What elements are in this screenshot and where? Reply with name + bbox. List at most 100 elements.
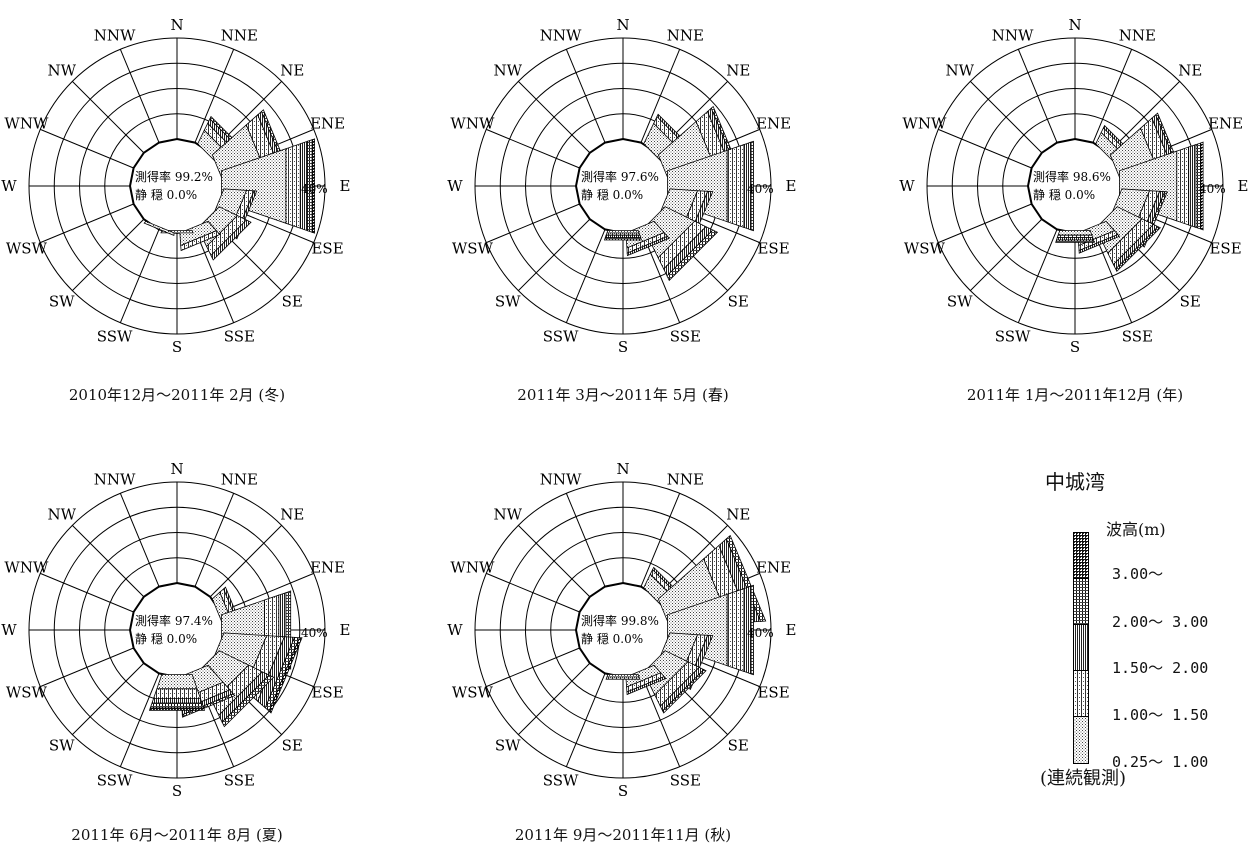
direction-label-wsw: WSW [6, 239, 48, 257]
direction-label-ssw: SSW [97, 772, 133, 790]
caption-summer: 2011年 6月～2011年 8月 (夏) [71, 826, 283, 844]
wedge-s-class-3 [149, 702, 205, 709]
spoke-sw [71, 218, 145, 292]
calm-rate: 静 穏 0.0% [581, 632, 643, 646]
spoke-nw [517, 524, 591, 598]
legend-swatch-3-00-plus [1073, 532, 1089, 579]
direction-label-e: E [786, 621, 797, 639]
wedge-s-class-0 [156, 674, 198, 690]
direction-label-ese: ESE [311, 239, 343, 257]
direction-label-ssw: SSW [97, 328, 133, 346]
direction-label-wsw: WSW [6, 683, 48, 701]
calm-rate: 静 穏 0.0% [135, 632, 197, 646]
calm-rate: 静 穏 0.0% [135, 188, 197, 202]
direction-label-s: S [172, 338, 182, 356]
spoke-ene [220, 572, 314, 613]
direction-label-s: S [618, 338, 628, 356]
wedge-s-class-0 [1057, 230, 1093, 236]
direction-label-n: N [616, 16, 629, 34]
wedge-s-class-3 [1055, 239, 1095, 243]
direction-label-w: W [447, 621, 463, 639]
wedge-e-class-3 [750, 140, 754, 232]
direction-label-nnw: NNW [94, 26, 136, 44]
direction-label-sw: SW [49, 292, 75, 310]
legend-label-2-00-3-00: 2.00～ 3.00 [1112, 613, 1209, 631]
wedge-s-class-4 [148, 707, 206, 711]
direction-label-s: S [172, 782, 182, 800]
wedge-e-class-1 [285, 143, 301, 229]
wedge-s-class-2 [151, 698, 203, 704]
measurement-rate: 測得率 97.4% [135, 613, 213, 628]
wave-height-legend: 中城湾 波高(m) 3.00～ 2.00～ 3.00 1.50～ 2.00 1.… [1040, 460, 1250, 790]
direction-label-n: N [170, 460, 183, 478]
spoke-wsw [40, 647, 134, 688]
direction-label-ne: NE [1178, 62, 1202, 80]
direction-label-nnw: NNW [992, 26, 1034, 44]
direction-label-nne: NNE [221, 470, 258, 488]
measurement-rate: 測得率 99.2% [135, 169, 213, 184]
direction-label-n: N [170, 16, 183, 34]
spoke-nnw [1017, 49, 1058, 143]
caption-winter: 2010年12月～2011年 2月 (冬) [68, 386, 286, 404]
caption-autumn: 2011年 9月～2011年11月 (秋) [514, 826, 732, 844]
direction-label-sse: SSE [224, 772, 255, 790]
spoke-nnw [565, 49, 606, 143]
wind-rose-panel: N NNE NE ENE E ESE SE SSE S SSW SW WSW W WNW NW NNW 40% 測… [1, 460, 350, 800]
spoke-ne [209, 524, 283, 598]
direction-label-ssw: SSW [995, 328, 1031, 346]
direction-label-e: E [340, 621, 351, 639]
legend-note: (連続観測) [1040, 768, 1127, 789]
measurement-rate: 測得率 97.6% [581, 169, 659, 184]
direction-label-ese: ESE [1209, 239, 1241, 257]
calm-rate: 静 穏 0.0% [1033, 188, 1095, 202]
spoke-sse [194, 229, 235, 323]
spoke-nne [640, 49, 681, 143]
spoke-wnw [938, 128, 1032, 169]
direction-label-sse: SSE [670, 328, 701, 346]
wedge-e-class-1 [726, 588, 745, 672]
wind-rose-panel: N NNE NE ENE E ESE SE SSE S SSW SW WSW W WNW NW NNW 40% 測… [1, 16, 350, 356]
wedge-s-class-3 [603, 237, 643, 241]
wedge-e-class-1 [726, 144, 745, 228]
direction-label-ene: ENE [310, 559, 345, 577]
wind-rose-panel: N NNE NE ENE E ESE SE SSE S SSW SW WSW W WNW NW NNW 40% 測… [447, 460, 796, 800]
direction-label-ne: NE [726, 506, 750, 524]
spoke-nw [71, 524, 145, 598]
direction-label-nnw: NNW [540, 470, 582, 488]
measurement-rate: 測得率 98.6% [1033, 169, 1111, 184]
legend-label-1-50-2-00: 1.50～ 2.00 [1112, 659, 1209, 677]
direction-label-wnw: WNW [450, 115, 495, 133]
direction-label-se: SE [282, 736, 303, 754]
spoke-wnw [486, 572, 580, 613]
direction-label-wsw: WSW [904, 239, 946, 257]
spoke-wsw [486, 647, 580, 688]
direction-label-ssw: SSW [543, 772, 579, 790]
direction-label-se: SE [728, 736, 749, 754]
spoke-wsw [486, 203, 580, 244]
wedge-se-class-3 [221, 674, 275, 728]
legend-swatch-bar [1073, 532, 1089, 764]
direction-label-ese: ESE [757, 683, 789, 701]
direction-label-nw: NW [945, 62, 974, 80]
scale-label: 40% [301, 626, 328, 640]
direction-label-w: W [1, 177, 17, 195]
direction-label-ne: NE [280, 506, 304, 524]
wedge-e-class-2 [1188, 144, 1197, 228]
scale-label: 40% [301, 182, 328, 196]
direction-label-nne: NNE [667, 470, 704, 488]
direction-label-nw: NW [47, 62, 76, 80]
direction-label-ene: ENE [756, 115, 791, 133]
spoke-nw [969, 80, 1043, 154]
spoke-nnw [565, 493, 606, 587]
spoke-ssw [565, 673, 606, 767]
direction-label-wsw: WSW [452, 239, 494, 257]
spoke-sw [71, 662, 145, 736]
spoke-ssw [565, 229, 606, 323]
spoke-wsw [938, 203, 1032, 244]
scale-label: 40% [747, 626, 774, 640]
wedge-se-class-2 [210, 219, 252, 261]
legend-swatch-2-00-3-00 [1073, 578, 1089, 625]
legend-swatch-1-00-1-50 [1073, 670, 1089, 717]
scale-label: 40% [1199, 182, 1226, 196]
wedge-sse-class-1 [180, 230, 221, 252]
